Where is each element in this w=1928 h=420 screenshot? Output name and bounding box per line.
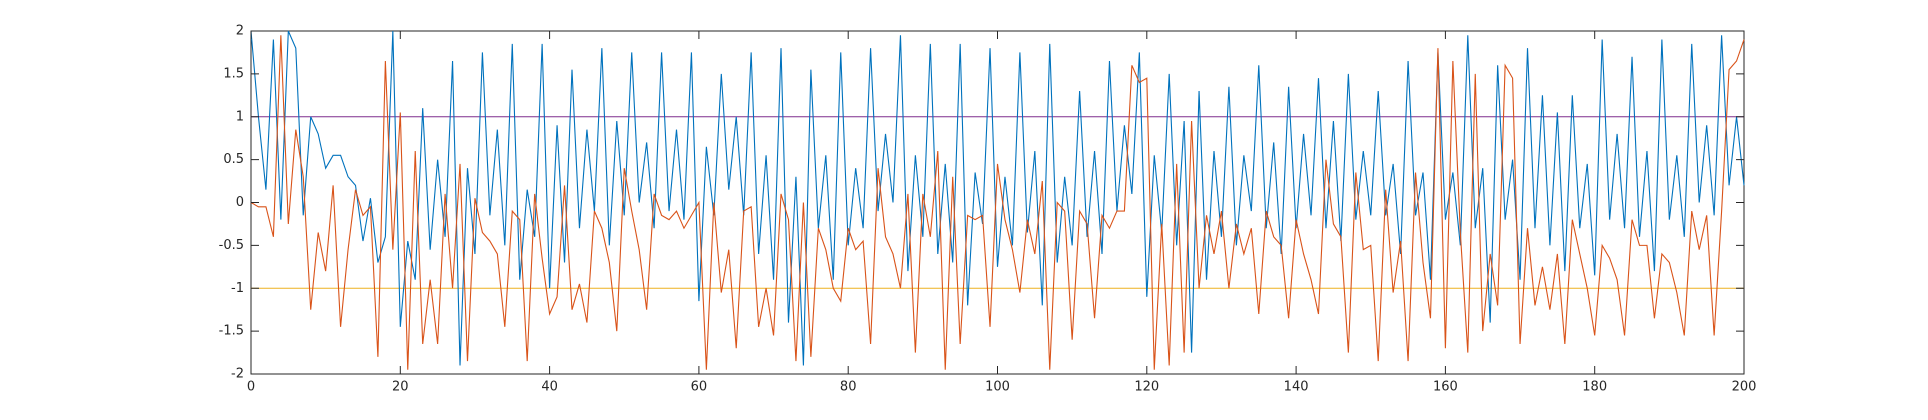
plot-area — [250, 30, 1745, 375]
data-line — [250, 30, 1745, 366]
x-tick-label: 80 — [840, 380, 857, 395]
x-tick-label: 40 — [541, 380, 558, 395]
y-tick-label: 1.5 — [223, 66, 244, 81]
x-tick-label: 60 — [691, 380, 708, 395]
y-tick-label: -0.5 — [219, 238, 244, 253]
y-tick-label: 1 — [236, 109, 244, 124]
x-tick-label: 160 — [1433, 380, 1458, 395]
y-tick-label: 0 — [236, 195, 244, 210]
y-tick-label: -2 — [231, 367, 244, 382]
y-tick-label: 0.5 — [223, 152, 244, 167]
y-tick-label: -1.5 — [219, 324, 244, 339]
x-tick-label: 100 — [985, 380, 1010, 395]
x-tick-label: 20 — [392, 380, 409, 395]
x-tick-label: 0 — [247, 380, 255, 395]
x-tick-label: 120 — [1134, 380, 1159, 395]
x-tick-label: 180 — [1582, 380, 1607, 395]
x-tick-label: 140 — [1284, 380, 1309, 395]
y-tick-label: 2 — [236, 24, 244, 39]
data-line — [250, 35, 1745, 370]
x-tick-label: 200 — [1732, 380, 1757, 395]
y-tick-label: -1 — [231, 281, 244, 296]
